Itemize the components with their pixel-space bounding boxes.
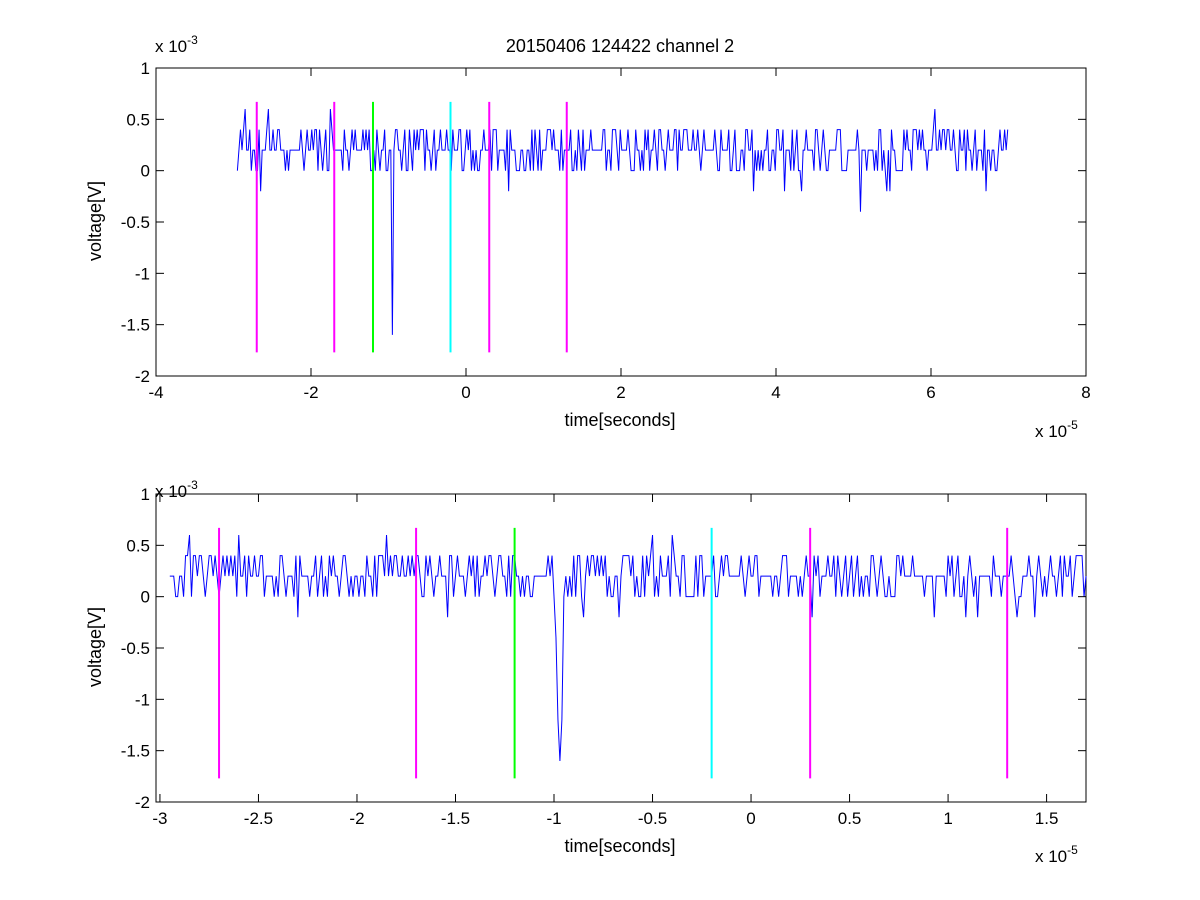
x-exponent-label: x 10-5 — [1035, 843, 1078, 866]
x-tick-label: 2 — [616, 383, 625, 402]
x-tick-label: 0 — [746, 809, 755, 828]
y-tick-label: -1 — [135, 264, 150, 283]
x-exponent-text: -5 — [1067, 418, 1078, 432]
x-tick-label: 8 — [1081, 383, 1090, 402]
x-tick-label: 6 — [926, 383, 935, 402]
y-axis-label: voltage[V] — [85, 181, 105, 261]
y-exponent-text: -3 — [187, 33, 198, 47]
y-tick-label: -0.5 — [121, 213, 150, 232]
y-tick-label: 1 — [141, 485, 150, 504]
svg-text:x 10-5: x 10-5 — [1035, 418, 1078, 441]
y-exponent-label: x 10-3 — [155, 478, 198, 501]
x-tick-label: -3 — [152, 809, 167, 828]
svg-text:x 10-5: x 10-5 — [1035, 843, 1078, 866]
x-tick-label: -2 — [349, 809, 364, 828]
x-tick-label: 1 — [943, 809, 952, 828]
top-subplot: 20150406 124422 channel 2 x 10-3 x 10-5 … — [85, 33, 1091, 441]
y-exponent-text: -3 — [187, 478, 198, 492]
x-tick-label: 1.5 — [1035, 809, 1059, 828]
x-axis-label: time[seconds] — [564, 410, 675, 430]
x-multiplier-text: x 10 — [1035, 422, 1067, 441]
y-exponent-label: x 10-3 — [155, 33, 198, 56]
x-tick-label: -0.5 — [638, 809, 667, 828]
y-tick-label: -1.5 — [121, 316, 150, 335]
x-axis-label: time[seconds] — [564, 836, 675, 856]
chart-title: 20150406 124422 channel 2 — [506, 36, 734, 56]
signal-trace — [236, 109, 1009, 335]
svg-text:x 10-3: x 10-3 — [155, 478, 198, 501]
y-tick-label: -2 — [135, 793, 150, 812]
x-exponent-label: x 10-5 — [1035, 418, 1078, 441]
x-tick-label: -2.5 — [244, 809, 273, 828]
x-tick-label: 0.5 — [838, 809, 862, 828]
y-tick-label: -1 — [135, 690, 150, 709]
x-tick-label: -4 — [148, 383, 163, 402]
bottom-subplot: x 10-3 x 10-5 time[seconds] voltage[V] -… — [85, 478, 1087, 866]
x-multiplier-text: x 10 — [1035, 847, 1067, 866]
svg-text:x 10-3: x 10-3 — [155, 33, 198, 56]
x-tick-label: 0 — [461, 383, 470, 402]
y-tick-label: -1.5 — [121, 742, 150, 761]
x-tick-label: 4 — [771, 383, 780, 402]
y-axis-label: voltage[V] — [85, 607, 105, 687]
signal-trace — [169, 535, 1087, 761]
y-multiplier-text: x 10 — [155, 37, 187, 56]
y-tick-label: -2 — [135, 367, 150, 386]
x-tick-label: -2 — [303, 383, 318, 402]
x-tick-label: -1.5 — [441, 809, 470, 828]
y-tick-label: 0 — [141, 588, 150, 607]
x-tick-label: -1 — [546, 809, 561, 828]
y-tick-label: 0 — [141, 162, 150, 181]
y-multiplier-text: x 10 — [155, 482, 187, 501]
y-tick-label: 1 — [141, 59, 150, 78]
y-tick-label: -0.5 — [121, 639, 150, 658]
y-tick-label: 0.5 — [126, 110, 150, 129]
x-exponent-text: -5 — [1067, 843, 1078, 857]
y-tick-label: 0.5 — [126, 536, 150, 555]
